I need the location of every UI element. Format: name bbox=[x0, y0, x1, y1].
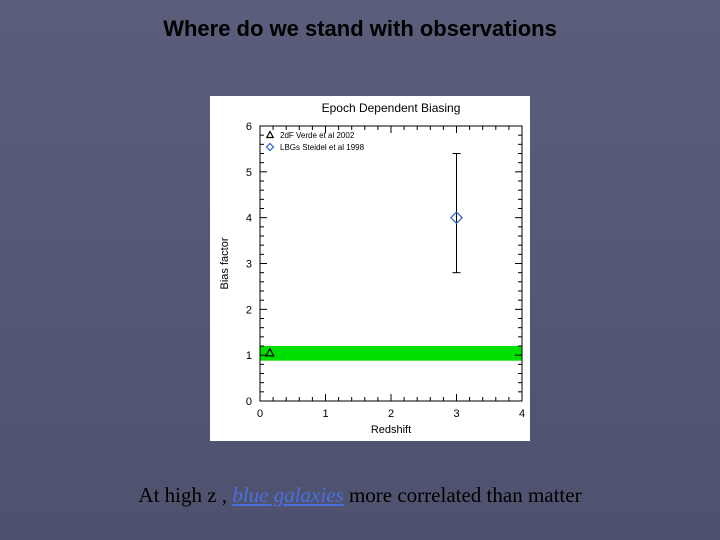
caption-prefix: At high z , bbox=[138, 483, 232, 507]
caption: At high z , blue galaxies more correlate… bbox=[0, 483, 720, 508]
caption-blue: blue galaxies bbox=[232, 483, 343, 507]
svg-text:1: 1 bbox=[246, 350, 252, 362]
svg-text:Epoch Dependent Biasing: Epoch Dependent Biasing bbox=[322, 101, 461, 115]
bias-chart: Epoch Dependent Biasing 0 1 2 3 4 0 1 2 3 4 5 6 Redsh… bbox=[210, 96, 530, 441]
svg-text:LBGs Steidel et al 1998: LBGs Steidel et al 1998 bbox=[280, 143, 365, 152]
page-title: Where do we stand with observations bbox=[0, 16, 720, 42]
svg-text:3: 3 bbox=[453, 408, 459, 420]
chart-svg: Epoch Dependent Biasing 0 1 2 3 4 0 1 2 3 4 5 6 Redsh… bbox=[210, 96, 530, 441]
svg-text:2dF Verde et al 2002: 2dF Verde et al 2002 bbox=[280, 131, 355, 140]
svg-text:1: 1 bbox=[322, 408, 328, 420]
svg-text:2: 2 bbox=[388, 408, 394, 420]
svg-text:0: 0 bbox=[257, 408, 263, 420]
svg-text:Redshift: Redshift bbox=[371, 424, 411, 436]
svg-text:3: 3 bbox=[246, 259, 252, 271]
svg-text:6: 6 bbox=[246, 121, 252, 133]
svg-text:2: 2 bbox=[246, 304, 252, 316]
svg-text:4: 4 bbox=[519, 408, 525, 420]
svg-text:5: 5 bbox=[246, 167, 252, 179]
svg-text:Bias factor: Bias factor bbox=[219, 237, 231, 289]
svg-text:0: 0 bbox=[246, 396, 252, 408]
svg-text:4: 4 bbox=[246, 213, 252, 225]
caption-suffix: more correlated than matter bbox=[344, 483, 582, 507]
